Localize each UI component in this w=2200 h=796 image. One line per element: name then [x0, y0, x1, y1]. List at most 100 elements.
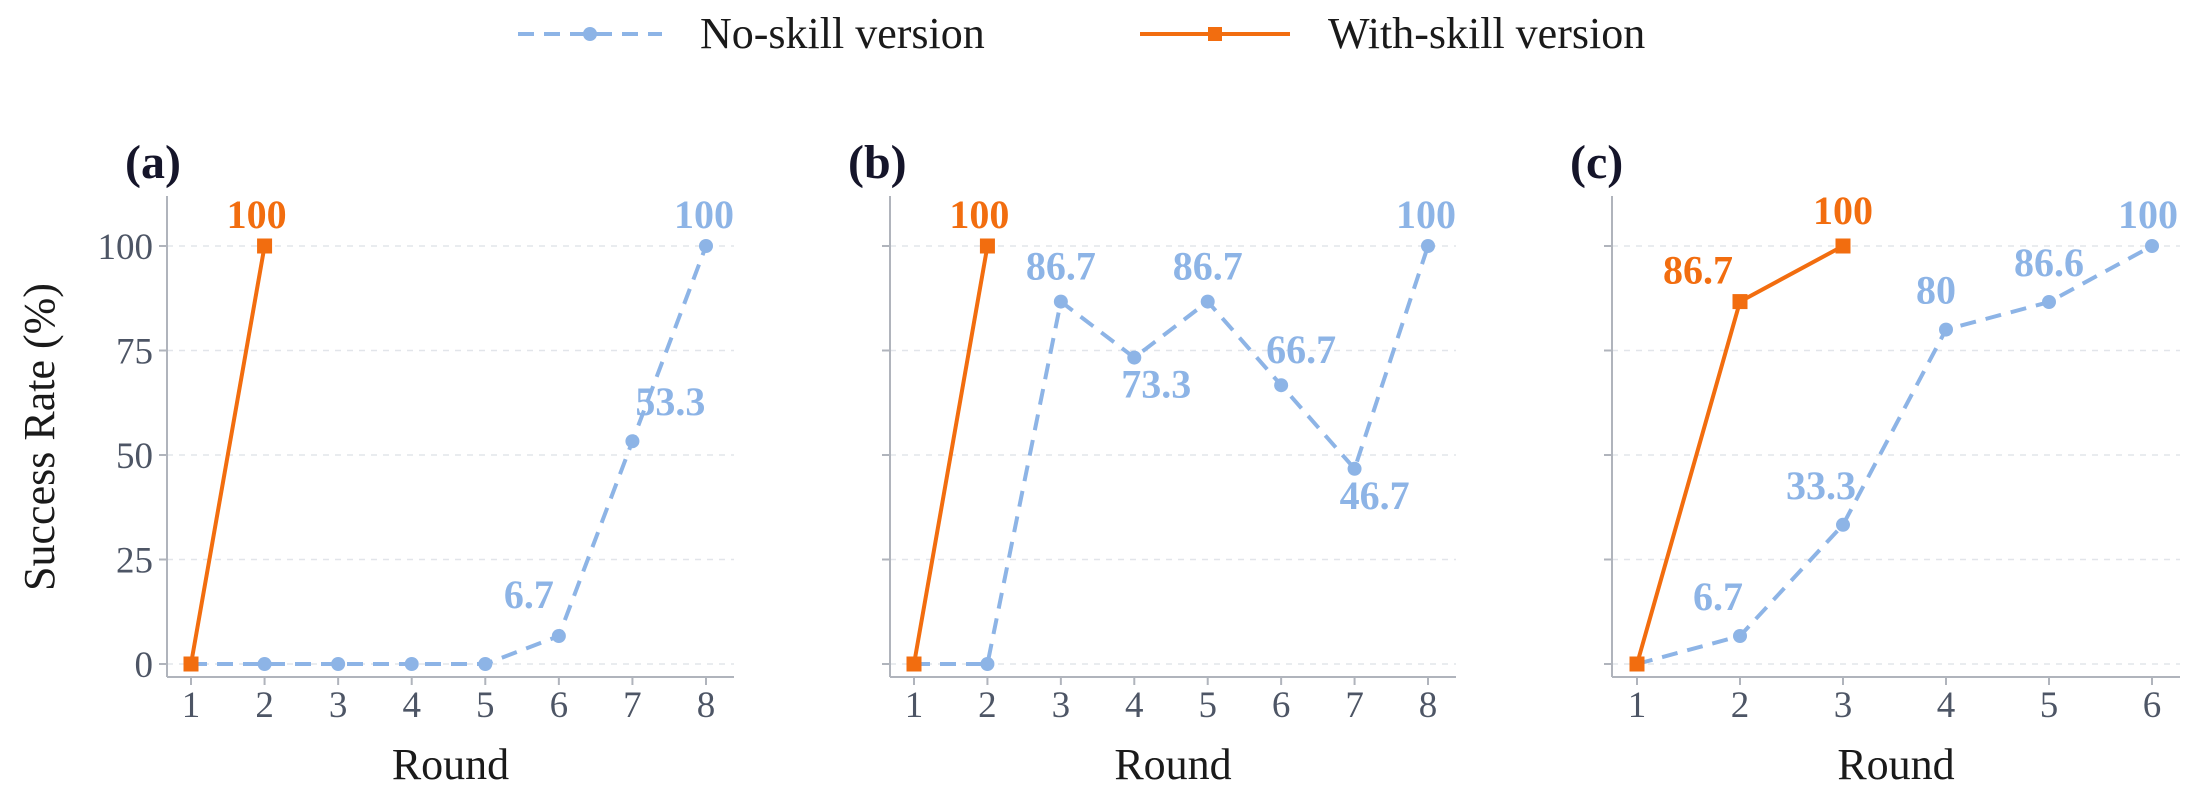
x-tick-label: 2 [978, 685, 997, 726]
data-point [1733, 628, 1747, 643]
y-tick-label: 0 [135, 645, 154, 686]
x-tick-label: 1 [182, 685, 201, 726]
x-tick-label: 4 [402, 685, 421, 726]
legend-entry-no-skill: No-skill version [518, 9, 985, 58]
data-point [1836, 517, 1850, 532]
panel-c: 1 2 3 4 5 6 Round (c) 6.7 33.3 80 86.6 100 86.7 100 [1570, 136, 2180, 789]
y-tick-label: 100 [98, 227, 154, 268]
data-point [979, 238, 995, 254]
y-tick-label: 25 [116, 541, 153, 582]
series-with-skill: 100 [183, 192, 287, 672]
data-point [257, 238, 273, 254]
data-point [1629, 656, 1645, 672]
data-point [2042, 295, 2056, 310]
series-with-skill: 86.7 100 [1629, 188, 1873, 672]
data-point [257, 657, 272, 671]
y-tick-label: 75 [116, 332, 153, 373]
x-tick-label: 1 [905, 685, 924, 726]
data-label: 100 [1396, 192, 1456, 237]
series-no-skill: 6.7 33.3 80 86.6 100 [1630, 192, 2178, 671]
x-tick-label: 3 [1834, 685, 1853, 726]
x-tick-label: 6 [1272, 685, 1291, 726]
x-tick-label: 7 [623, 685, 642, 726]
data-label: 46.7 [1340, 473, 1410, 518]
x-axis-label: Round [1837, 740, 1954, 789]
data-label: 53.3 [635, 379, 705, 424]
x-tick-label: 5 [476, 685, 495, 726]
data-point [1274, 378, 1289, 393]
x-tick-label: 7 [1345, 685, 1364, 726]
data-label: 66.7 [1266, 327, 1336, 372]
data-label: 100 [1813, 188, 1873, 233]
legend-entry-with-skill: With-skill version [1140, 9, 1645, 58]
x-tick-label: 2 [1731, 685, 1750, 726]
data-point [1939, 322, 1953, 337]
x-tick-label: 8 [1419, 685, 1438, 726]
data-point [699, 239, 713, 253]
series-line [189, 245, 267, 665]
data-point [1053, 294, 1068, 309]
x-tick-label: 1 [1628, 685, 1647, 726]
data-label: 86.6 [2014, 240, 2084, 285]
data-label: 33.3 [1786, 463, 1856, 508]
data-label: 100 [949, 192, 1009, 237]
panel-a: 0 25 50 75 100 1 2 3 4 5 6 7 8 Round Success Rate (%) (… [15, 136, 734, 789]
data-point [404, 657, 419, 671]
series-line [191, 245, 708, 666]
legend-label: With-skill version [1328, 9, 1645, 58]
data-label: 100 [674, 192, 734, 237]
data-point [1732, 294, 1748, 310]
data-point [2145, 239, 2159, 253]
series-no-skill: 6.7 53.3 100 [184, 192, 734, 671]
data-point [478, 657, 493, 671]
legend-label: No-skill version [700, 9, 985, 58]
panel-label: (a) [125, 136, 181, 189]
x-tick-label: 4 [1937, 685, 1956, 726]
data-label: 100 [2118, 192, 2178, 237]
legend: No-skill version With-skill version [518, 9, 1645, 58]
x-tick-label: 3 [1052, 685, 1071, 726]
x-tick-label: 2 [255, 685, 274, 726]
legend-marker [1208, 27, 1222, 41]
data-point [1347, 461, 1362, 476]
data-label: 6.7 [1693, 574, 1743, 619]
x-tick-label: 3 [329, 685, 348, 726]
data-point [1200, 294, 1215, 309]
panel-label: (b) [848, 136, 907, 189]
panel-label: (c) [1570, 136, 1623, 189]
y-tick-label: 50 [116, 436, 153, 477]
x-tick-label: 6 [550, 685, 569, 726]
data-point [625, 434, 640, 449]
data-label: 100 [227, 192, 287, 237]
data-point [331, 657, 346, 671]
data-point [1835, 238, 1851, 254]
series-with-skill: 100 [906, 192, 1009, 672]
x-axis-label: Round [1114, 740, 1231, 789]
x-tick-label: 5 [2040, 685, 2059, 726]
data-label: 86.7 [1173, 244, 1243, 289]
x-tick-label: 6 [2143, 685, 2162, 726]
data-point [551, 628, 566, 643]
data-point [906, 656, 922, 672]
data-label: 73.3 [1121, 362, 1191, 407]
series-line [912, 245, 990, 665]
data-point [183, 656, 199, 672]
data-label: 80 [1916, 268, 1956, 313]
panel-b: 1 2 3 4 5 6 7 8 Round (b) 86.7 73.3 86.7 66.7 46.7 100 1… [848, 136, 1456, 789]
series-line [914, 245, 1430, 666]
y-axis-label: Success Rate (%) [15, 283, 64, 591]
x-tick-label: 4 [1125, 685, 1144, 726]
x-tick-label: 5 [1198, 685, 1217, 726]
data-point [1421, 239, 1435, 253]
series-no-skill: 86.7 73.3 86.7 66.7 46.7 100 [907, 192, 1456, 671]
data-point [1127, 350, 1142, 365]
data-label: 86.7 [1026, 244, 1096, 289]
x-axis-label: Round [392, 740, 509, 789]
legend-marker [583, 27, 597, 41]
series-line [1636, 244, 2153, 666]
data-label: 6.7 [504, 572, 554, 617]
x-tick-label: 8 [697, 685, 716, 726]
data-point [980, 657, 995, 671]
